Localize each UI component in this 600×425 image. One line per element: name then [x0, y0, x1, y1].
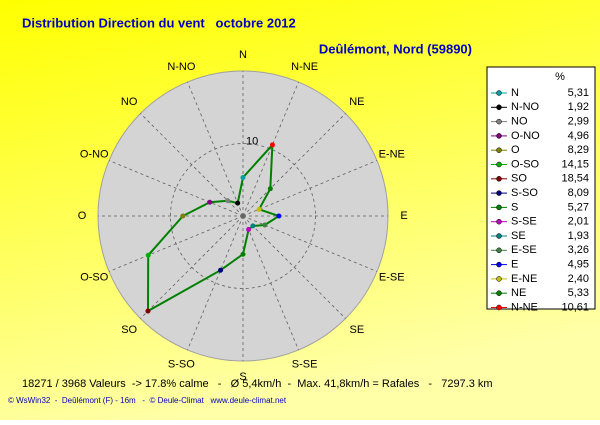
legend-swatch [496, 90, 502, 96]
legend-label: E [511, 259, 518, 271]
wind-point [276, 213, 282, 219]
direction-label: E-SE [379, 272, 405, 284]
spoke [187, 215, 244, 351]
legend-swatch [496, 190, 502, 196]
wind-point [235, 200, 241, 206]
legend-value: 4,96 [568, 130, 589, 142]
direction-label: S [239, 371, 246, 383]
legend-swatch [496, 290, 502, 296]
legend-value: 2,99 [568, 116, 589, 128]
legend-swatch [496, 276, 502, 282]
wind-point [207, 199, 213, 205]
legend-label: NE [511, 287, 526, 299]
legend-value: 2,01 [568, 216, 589, 228]
legend-value: 10,61 [561, 301, 589, 313]
direction-label: NE [349, 96, 364, 108]
legend-value: 8,09 [568, 187, 589, 199]
legend-swatch [496, 104, 502, 111]
legend-value: 1,93 [568, 230, 589, 242]
wind-point [246, 226, 252, 232]
legend-value: 5,27 [568, 201, 589, 213]
legend-label: SO [511, 173, 527, 185]
wind-point [145, 252, 151, 258]
legend-label: NO [511, 116, 528, 128]
legend-swatch [496, 118, 502, 125]
legend-swatch [496, 304, 502, 311]
direction-label: O [78, 210, 87, 222]
legend-swatch [496, 233, 502, 239]
legend-swatch [496, 161, 502, 168]
direction-label: N [239, 49, 247, 61]
direction-label: O-NO [80, 148, 109, 160]
legend-value: 18,54 [561, 173, 589, 185]
legend-swatch [496, 133, 502, 139]
legend-label: S [511, 201, 518, 213]
legend-value: 4,95 [568, 259, 589, 271]
direction-label: SO [121, 324, 137, 336]
wind-point [267, 186, 273, 192]
wind-point [218, 267, 224, 273]
legend-label: O-NO [511, 130, 540, 142]
wind-point [269, 142, 275, 148]
chart-title: Distribution Direction du vent octobre 2… [22, 15, 296, 30]
legend-value: 14,15 [561, 158, 589, 170]
legend-swatch [496, 204, 502, 211]
footer: 18271 / 3968 Valeurs -> 17.8% calme - Ø … [22, 378, 493, 390]
legend-value: 5,31 [568, 87, 589, 99]
wind-point [240, 175, 246, 181]
legend-value: 3,26 [568, 244, 589, 256]
direction-label: E [400, 210, 407, 222]
legend-swatch [496, 247, 502, 254]
legend-value: 2,40 [568, 273, 589, 285]
legend-value: 8,29 [568, 144, 589, 156]
chart-subtitle: Deûlémont, Nord (59890) [319, 41, 472, 56]
legend-label: E-SE [511, 244, 537, 256]
legend-label: N-NE [511, 301, 538, 313]
r-tick-label: 10 [246, 135, 258, 147]
spoke [108, 160, 244, 217]
direction-label: E-NE [379, 148, 405, 160]
direction-label: SE [350, 324, 365, 336]
spoke [242, 81, 299, 217]
wind-point [225, 198, 231, 204]
legend-header: % [555, 71, 565, 83]
direction-label: O-SO [80, 272, 109, 284]
wind-point [145, 308, 151, 314]
legend-label: SE [511, 230, 526, 242]
legend-swatch [496, 218, 502, 225]
legend-swatch [496, 147, 502, 153]
wind-point [256, 206, 262, 212]
legend-value: 5,33 [568, 287, 589, 299]
wind-point [180, 213, 186, 219]
legend-label: O-SO [511, 158, 540, 170]
legend-label: N-NO [511, 101, 540, 113]
direction-label: S-SE [292, 359, 318, 371]
direction-label: N-NE [291, 61, 318, 73]
legend-label: S-SE [511, 216, 537, 228]
wind-point [262, 222, 268, 228]
legend-swatch [496, 261, 502, 268]
legend-label: O [511, 144, 520, 156]
grid-ring [170, 143, 316, 289]
legend-label: N [511, 87, 519, 99]
legend-value: 1,92 [568, 101, 589, 113]
wind-point [240, 251, 246, 257]
direction-label: S-SO [168, 359, 195, 371]
wind-point [250, 223, 256, 229]
credits: © WsWin32 - Deûlémont (F) - 16m - © Deul… [8, 396, 287, 405]
legend-swatch [496, 176, 502, 182]
direction-label: N-NO [167, 61, 196, 73]
direction-label: NO [121, 96, 138, 108]
legend-label: E-NE [511, 273, 537, 285]
legend-label: S-SO [511, 187, 538, 199]
